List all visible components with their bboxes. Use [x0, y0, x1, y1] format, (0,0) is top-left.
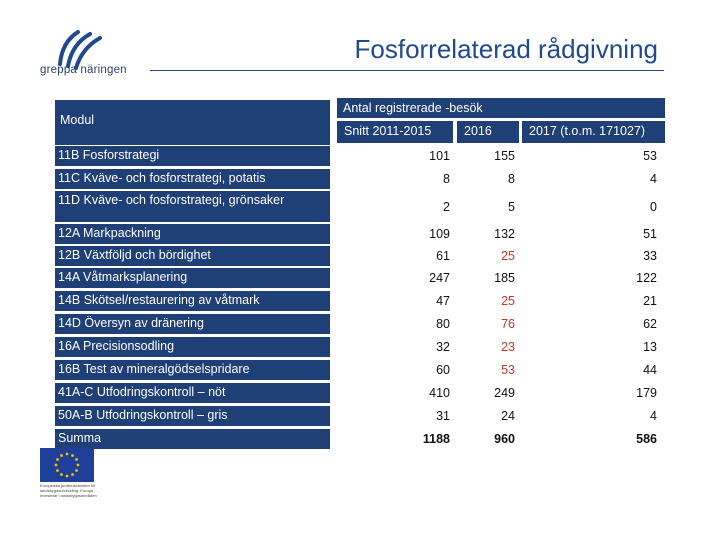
cell-2016: 25	[501, 249, 515, 263]
row-label: 50A-B Utfodringskontroll – gris	[55, 406, 330, 426]
eu-star	[71, 473, 74, 476]
row-label: 16A Precisionsodling	[55, 337, 330, 357]
table-row: 12B Växtföljd och bördighet 61 25 33	[55, 246, 665, 266]
cell-2016: 76	[501, 317, 515, 331]
eu-star	[65, 474, 69, 478]
row-label: 11D Kväve- och fosforstrategi, grönsaker	[55, 191, 330, 222]
cell-2017: 586	[636, 432, 657, 446]
table-row: 14B Skötsel/restaurering av våtmark 47 25 2…	[55, 291, 665, 311]
cell-2016: 25	[501, 294, 515, 308]
cell-snitt: 32	[436, 340, 450, 354]
column-header-label: 2017 (t.o.m. 171027)	[529, 124, 646, 138]
eu-star	[60, 454, 63, 457]
eu-star	[54, 463, 58, 467]
column-header-label: 2016	[464, 124, 492, 138]
cell-2017: 62	[643, 317, 657, 331]
cell-snitt: 410	[429, 386, 450, 400]
cell-2016: 185	[494, 271, 515, 285]
row-label: 12A Markpackning	[55, 224, 330, 244]
eu-flag-icon	[40, 448, 94, 482]
table-row: 12A Markpackning 109 132 51	[55, 224, 665, 244]
column-header-2016: 2016	[457, 121, 519, 143]
cell-2016: 23	[501, 340, 515, 354]
row-label: 14A Våtmarksplanering	[55, 268, 330, 288]
greppa-naringen-logo-icon	[58, 30, 102, 70]
cell-2017: 4	[650, 172, 657, 186]
title-rule	[150, 70, 664, 71]
group-header: Antal registrerade -besök	[337, 98, 665, 118]
table-row: 14D Översyn av dränering 80 76 62	[55, 314, 665, 334]
table-row: 41A-C Utfodringskontroll – nöt 410 249 179	[55, 383, 665, 403]
module-header: Modul	[55, 100, 330, 145]
eu-star	[56, 458, 59, 461]
cell-2017: 53	[643, 149, 657, 163]
cell-snitt: 8	[443, 172, 450, 186]
eu-caption: Europeiska jordbruksfonden för landsbygd…	[40, 483, 97, 498]
row-label: 12B Växtföljd och bördighet	[55, 246, 330, 266]
cell-snitt: 1188	[422, 432, 450, 446]
column-header-snitt: Snitt 2011-2015	[337, 121, 453, 143]
table-row: 14A Våtmarksplanering 247 185 122	[55, 268, 665, 288]
eu-star	[56, 469, 59, 472]
row-label: 11C Kväve- och fosforstrategi, potatis	[55, 169, 330, 189]
column-header-2017: 2017 (t.o.m. 171027)	[522, 121, 665, 143]
cell-2016: 24	[501, 409, 515, 423]
cell-snitt: 31	[436, 409, 450, 423]
cell-2016: 8	[508, 172, 515, 186]
eu-star	[75, 469, 78, 472]
cell-2016: 155	[494, 149, 515, 163]
total-row: Summa 1188 960 586	[55, 429, 665, 449]
cell-snitt: 2	[443, 200, 450, 214]
cell-2017: 0	[650, 200, 657, 214]
cell-snitt: 101	[429, 149, 450, 163]
eu-star	[60, 473, 63, 476]
row-label: 11B Fosforstrategi	[55, 146, 330, 166]
row-label: 41A-C Utfodringskontroll – nöt	[55, 383, 330, 403]
total-label: Summa	[55, 429, 330, 449]
cell-2017: 21	[643, 294, 657, 308]
table-row: 16A Precisionsodling 32 23 13	[55, 337, 665, 357]
eu-star	[71, 454, 74, 457]
cell-2017: 51	[643, 227, 657, 241]
column-header-label: Snitt 2011-2015	[344, 124, 432, 138]
row-label: 14B Skötsel/restaurering av våtmark	[55, 291, 330, 311]
cell-2016: 5	[508, 200, 515, 214]
cell-snitt: 47	[436, 294, 450, 308]
cell-2017: 13	[643, 340, 657, 354]
module-header-label: Modul	[60, 113, 95, 127]
cell-snitt: 109	[429, 227, 450, 241]
table-row: 50A-B Utfodringskontroll – gris 31 24 4	[55, 406, 665, 426]
row-label: 14D Översyn av dränering	[55, 314, 330, 334]
cell-2016: 132	[494, 227, 515, 241]
cell-2016: 960	[494, 432, 515, 446]
cell-2017: 33	[643, 249, 657, 263]
page-title: Fosforrelaterad rådgivning	[354, 34, 659, 64]
eu-star	[65, 452, 69, 456]
cell-snitt: 60	[436, 363, 450, 377]
group-header-label: Antal registrerade -besök	[343, 101, 483, 115]
cell-2016: 249	[494, 386, 515, 400]
eu-star	[75, 458, 78, 461]
table-row: 16B Test av mineralgödselspridare 60 53 44	[55, 360, 665, 380]
cell-2017: 122	[636, 271, 657, 285]
logo-text: greppa näringen	[40, 64, 127, 76]
table-row: 11C Kväve- och fosforstrategi, potatis 8 8…	[55, 169, 665, 189]
eu-star	[76, 463, 80, 467]
cell-2017: 44	[643, 363, 657, 377]
cell-snitt: 61	[436, 249, 450, 263]
cell-snitt: 247	[429, 271, 450, 285]
table-row: 11D Kväve- och fosforstrategi, grönsaker…	[55, 191, 665, 222]
cell-2017: 4	[650, 409, 657, 423]
cell-2017: 179	[636, 386, 657, 400]
row-label: 16B Test av mineralgödselspridare	[55, 360, 330, 380]
cell-snitt: 80	[436, 317, 450, 331]
table-row: 11B Fosforstrategi 101 155 53	[55, 146, 665, 166]
cell-2016: 53	[501, 363, 515, 377]
